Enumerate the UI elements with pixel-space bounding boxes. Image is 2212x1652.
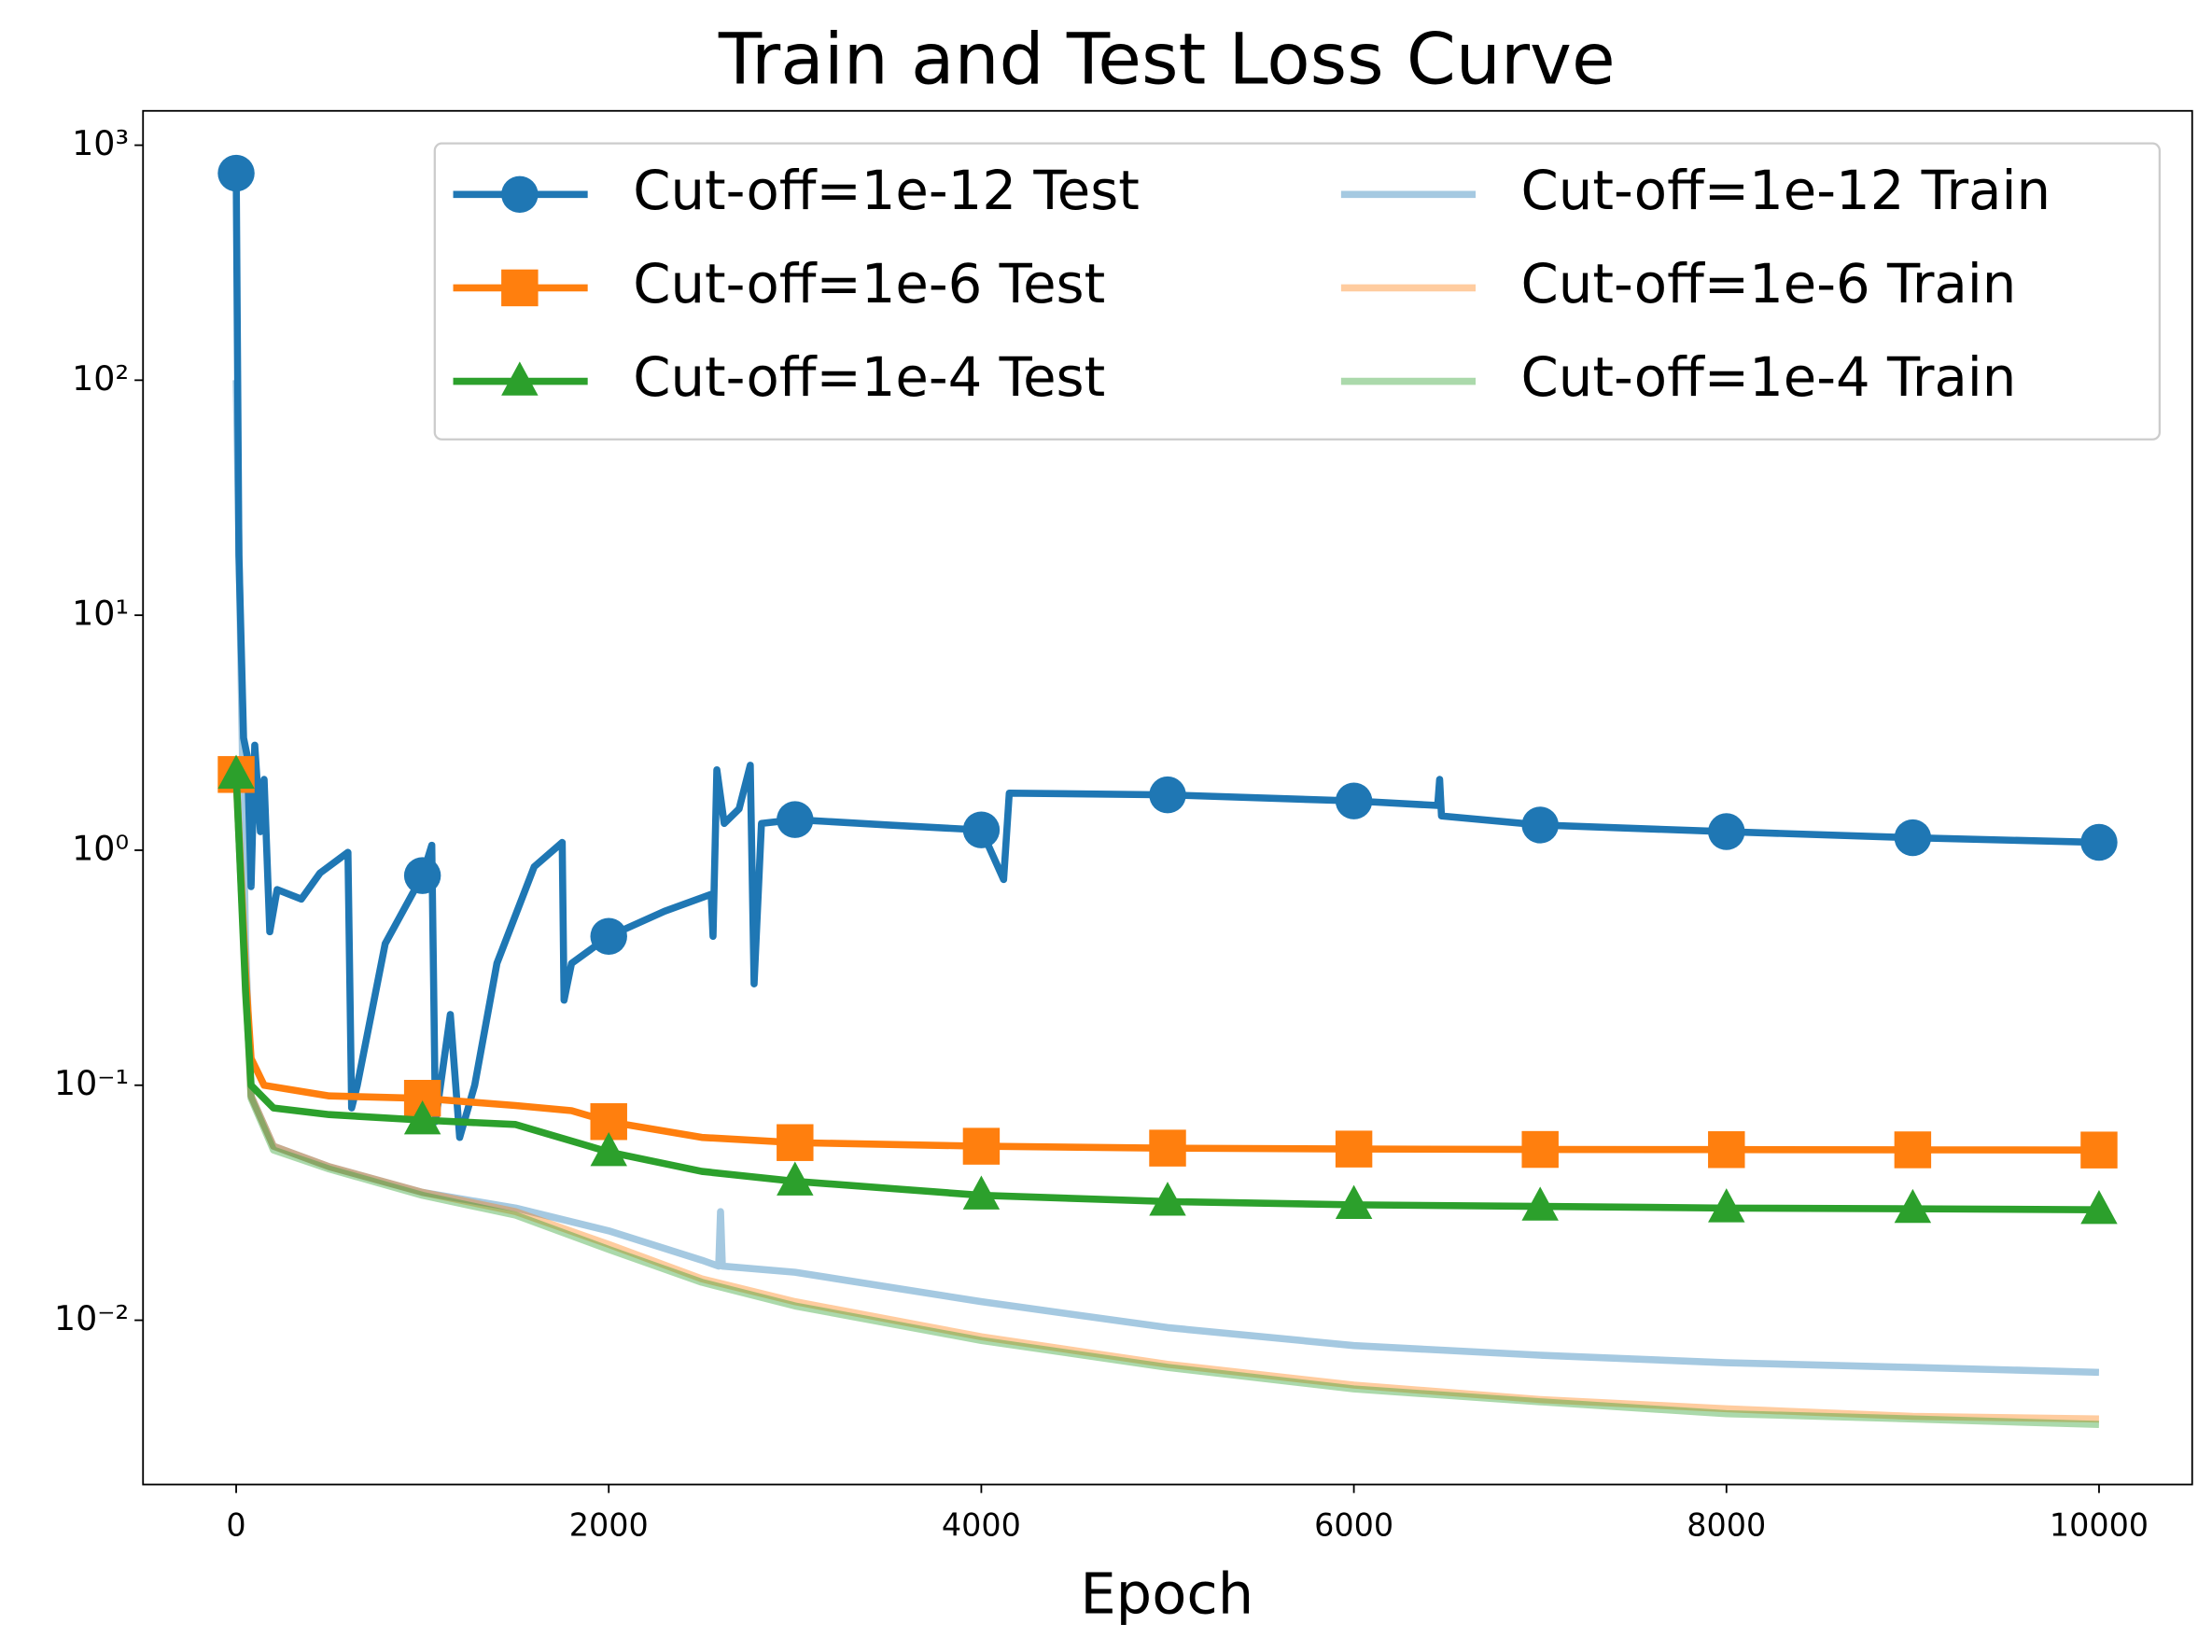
marker [1335,1130,1373,1168]
legend-marker [501,175,539,214]
x-tick-label: 6000 [1314,1507,1393,1544]
y-tick-label: 10⁻¹ [54,1063,129,1103]
marker [1149,1182,1186,1216]
marker [1521,1186,1559,1221]
marker [217,154,255,192]
legend-label: Cut-off=1e-12 Train [1521,159,2051,222]
legend-marker [501,269,539,307]
y-tick-label: 10⁻² [54,1298,129,1338]
marker [1335,782,1373,819]
marker [1149,1129,1186,1167]
x-tick-label: 8000 [1687,1507,1766,1544]
marker [777,1124,814,1161]
legend-marker [501,361,539,396]
marker [2080,1131,2118,1169]
marker [1894,1188,1932,1224]
marker [1708,1188,1745,1223]
marker [777,801,814,838]
marker [962,1127,1001,1165]
legend-label: Cut-off=1e-12 Test [633,159,1140,222]
marker [217,754,255,789]
marker [1521,806,1559,844]
marker [1894,1131,1932,1169]
y-tick-label: 10⁰ [72,828,129,868]
x-tick-label: 0 [226,1507,245,1544]
y-tick-label: 10² [72,358,129,399]
marker [2080,1189,2118,1225]
marker [1894,819,1932,857]
legend-label: Cut-off=1e-6 Train [1521,252,2017,315]
axes-frame [142,109,2193,1486]
marker [777,1161,814,1196]
y-tick-label: 10¹ [72,594,129,634]
y-tick-label: 10³ [72,123,129,163]
x-tick-label: 2000 [569,1507,649,1544]
plot-area [217,154,2118,1428]
marker [1149,776,1186,814]
series-line [232,380,2100,1377]
series-line [232,778,2100,1428]
marker [1521,1130,1559,1169]
series-line [232,173,2100,1141]
marker [1708,813,1745,850]
marker [590,917,627,955]
chart-title: Train and Test Loss Curve [718,19,1616,101]
series-line [232,778,2099,1423]
x-axis-label: Epoch [1080,1562,1253,1628]
marker [403,1099,441,1135]
x-tick-label: 10000 [2050,1507,2149,1544]
series-line [232,774,2099,1213]
legend-label: Cut-off=1e-6 Test [633,252,1105,315]
marker [1335,1184,1373,1219]
marker [403,857,441,894]
marker [590,1132,627,1167]
marker [962,1175,1001,1210]
marker [962,811,1001,848]
x-tick-label: 4000 [942,1507,1021,1544]
legend-box [433,142,2161,441]
legend-label: Cut-off=1e-4 Test [633,345,1105,409]
marker [1708,1131,1745,1169]
marker [2080,823,2118,861]
series-line [232,774,2099,1154]
legend-label: Cut-off=1e-4 Train [1521,345,2017,409]
